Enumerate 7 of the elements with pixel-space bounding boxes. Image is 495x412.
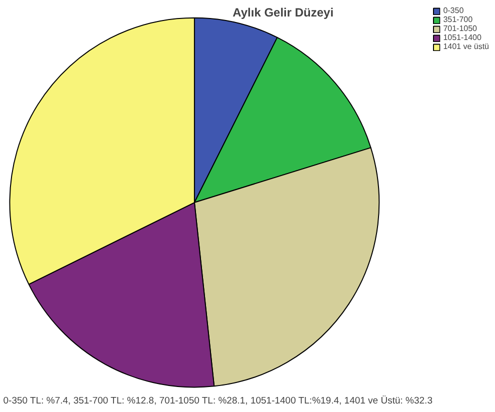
chart-title: Aylık Gelir Düzeyi [232,5,334,20]
legend-label: 701-1050 [443,24,477,33]
legend-label: 351-700 [443,15,473,24]
legend-label: 1401 ve üstü [443,42,489,51]
text: 0-350 TL: %7.4, 351-700 TL: %12.8, 701-1050 TL: %28.1, 1051-1400 TL:%19.4, 1401 ve Üstü: %32.3 [3,396,432,407]
legend-label: 1051-1400 [443,33,482,42]
legend-label: 0-350 [443,6,464,15]
